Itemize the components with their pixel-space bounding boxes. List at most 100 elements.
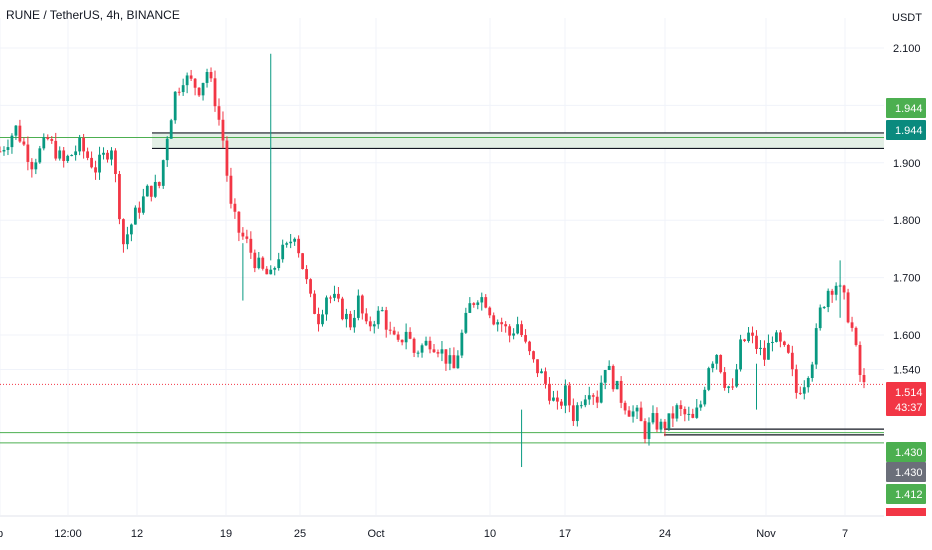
candle-body xyxy=(372,324,376,327)
candle-body xyxy=(512,333,516,336)
candle-body xyxy=(145,185,149,197)
candle-body xyxy=(679,405,683,409)
candle-body xyxy=(560,401,563,406)
candle-body xyxy=(269,269,273,275)
candle-body xyxy=(448,355,452,364)
candle-body xyxy=(715,354,719,364)
candle-body xyxy=(396,334,400,340)
y-tick-label: 1.800 xyxy=(893,215,921,227)
candle-body xyxy=(217,106,221,120)
candle-body xyxy=(122,219,125,245)
candle-body xyxy=(305,269,308,280)
candle-body xyxy=(627,410,631,417)
candle-body xyxy=(631,411,635,417)
candle-body xyxy=(484,297,488,308)
candle-body xyxy=(655,413,659,430)
candle-body xyxy=(173,91,177,121)
y-tick-label: 1.540 xyxy=(893,364,921,376)
candle-body xyxy=(699,404,703,408)
candle-body xyxy=(153,181,157,197)
candle-body xyxy=(0,151,2,153)
candle-body xyxy=(814,328,818,365)
candle-body xyxy=(261,257,265,269)
candle-body xyxy=(846,292,850,323)
candle-body xyxy=(297,238,301,254)
candle-body xyxy=(524,335,527,342)
candle-body xyxy=(249,238,253,253)
candle-body xyxy=(22,141,26,145)
candle-body xyxy=(46,137,50,140)
candle-body xyxy=(767,342,770,360)
candle-body xyxy=(225,140,229,176)
candle-body xyxy=(341,298,344,320)
candle-body xyxy=(345,313,348,320)
x-tick-label: 25 xyxy=(294,528,306,540)
candle-body xyxy=(273,268,277,270)
badge-1430-gray-bg xyxy=(886,462,926,482)
candle-body xyxy=(2,149,6,152)
candle-body xyxy=(552,397,555,401)
candle-body xyxy=(313,293,316,314)
candle-body xyxy=(416,352,420,354)
candle-body xyxy=(743,339,746,342)
candle-body xyxy=(118,174,121,220)
badge-1944-top-bg xyxy=(886,98,926,118)
candle-body xyxy=(432,349,436,353)
candle-body xyxy=(74,151,78,156)
candle-body xyxy=(289,241,293,244)
candle-body xyxy=(368,321,372,327)
candle-body xyxy=(579,405,583,407)
badge-1412-bg xyxy=(886,484,926,504)
candle-body xyxy=(763,347,766,360)
candle-body xyxy=(703,389,707,405)
candle-body xyxy=(639,407,643,422)
candle-body xyxy=(798,392,802,394)
candle-body xyxy=(830,290,834,295)
candle-body xyxy=(106,152,109,160)
candle-body xyxy=(567,385,571,406)
candle-body xyxy=(265,268,269,275)
candle-body xyxy=(6,147,10,150)
candle-body xyxy=(607,365,611,371)
candle-body xyxy=(102,152,105,155)
candle-body xyxy=(619,380,623,403)
candle-body xyxy=(241,232,245,237)
candle-body xyxy=(376,310,380,325)
candle-body xyxy=(472,303,476,305)
candle-body xyxy=(237,211,241,233)
candle-body xyxy=(488,307,492,316)
candle-body xyxy=(133,207,137,225)
candle-body xyxy=(544,371,547,384)
candle-body xyxy=(480,297,484,303)
candle-body xyxy=(583,399,587,406)
candle-body xyxy=(727,386,731,388)
candle-body xyxy=(563,385,567,406)
candle-body xyxy=(14,125,18,136)
x-tick-label: 12:00 xyxy=(54,528,82,540)
badge-1430-bg xyxy=(886,442,926,462)
candle-body xyxy=(408,331,412,339)
candle-body xyxy=(42,137,46,149)
candle-body xyxy=(786,345,790,353)
candle-body xyxy=(90,157,93,168)
candle-body xyxy=(747,332,750,342)
candle-body xyxy=(707,368,711,390)
candle-body xyxy=(161,160,165,186)
candle-body xyxy=(420,345,424,353)
candle-body xyxy=(78,137,82,152)
badge-1430-gray-text: 1.430 xyxy=(895,467,923,479)
candle-body xyxy=(651,413,655,423)
candle-body xyxy=(826,290,830,308)
y-tick-label: 2.100 xyxy=(893,43,921,55)
candle-body xyxy=(321,314,324,325)
candle-body xyxy=(456,355,460,369)
candle-body xyxy=(424,340,428,346)
candle-body xyxy=(285,243,289,245)
candle-body xyxy=(771,341,774,343)
candle-body xyxy=(671,413,675,419)
candle-body xyxy=(587,395,591,400)
badge-partial xyxy=(886,508,926,516)
candle-body xyxy=(388,329,392,331)
